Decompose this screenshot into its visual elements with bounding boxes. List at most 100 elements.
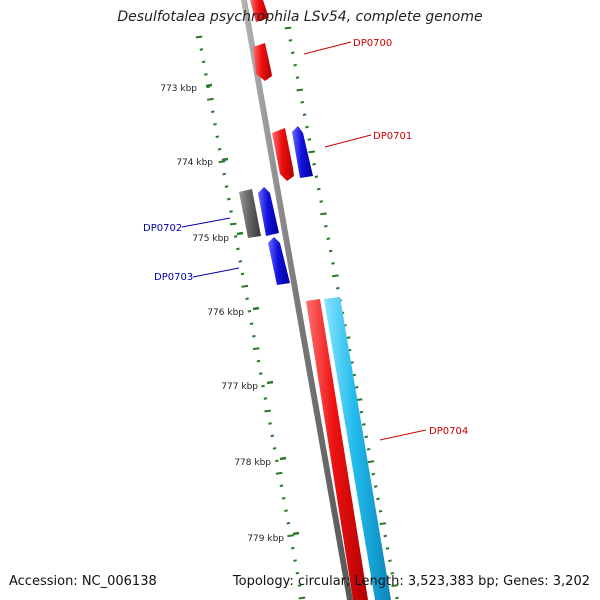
- gc-left-mark: [274, 459, 279, 463]
- gc-right-mark: [391, 584, 398, 587]
- genome-summary-text: Topology: circular; Length: 3,523,383 bp…: [232, 574, 590, 589]
- leader-DP0701: [324, 134, 372, 148]
- gene-DP0700[interactable]: [253, 43, 272, 81]
- gc-right-mark: [366, 447, 371, 451]
- gc-right-mark: [305, 125, 309, 129]
- tick-label-774: 774 kbp: [176, 158, 213, 168]
- gene-reverse-unlabeled[interactable]: [292, 126, 313, 178]
- gc-right-mark: [324, 224, 328, 228]
- gc-right-mark: [328, 249, 333, 253]
- tick-label-776: 776 kbp: [207, 308, 244, 318]
- gc-right-mark: [302, 113, 307, 117]
- gc-right-mark: [293, 63, 297, 67]
- gc-right-mark: [307, 138, 312, 141]
- tick-mark-774: [221, 157, 229, 162]
- tick-mark-777: [266, 380, 274, 385]
- tick-mark-775: [236, 231, 244, 236]
- gc-left-mark: [252, 334, 256, 338]
- label-DP0701[interactable]: DP0701: [373, 131, 412, 142]
- gene-DP0702[interactable]: [258, 187, 279, 236]
- gene-DP0703[interactable]: [268, 237, 290, 285]
- gc-left-mark: [249, 322, 254, 326]
- gc-left-mark: [240, 272, 245, 276]
- gc-left-mark: [275, 471, 283, 475]
- gc-left-mark: [229, 222, 237, 226]
- gc-right-mark: [296, 88, 304, 92]
- label-DP0703[interactable]: DP0703: [154, 272, 193, 283]
- gc-right-mark: [312, 162, 316, 166]
- gc-left-mark: [295, 571, 300, 575]
- gc-left-mark: [293, 559, 297, 562]
- gc-right-mark: [379, 522, 387, 526]
- gc-right-mark: [376, 497, 380, 501]
- tick-mark-776: [252, 306, 260, 311]
- gc-left-mark: [287, 534, 294, 538]
- label-DP0702[interactable]: DP0702: [143, 223, 182, 234]
- label-DP0704[interactable]: DP0704: [429, 426, 468, 437]
- gc-right-mark: [361, 423, 366, 426]
- gc-right-mark: [314, 175, 319, 179]
- gc-left-mark: [286, 521, 291, 525]
- tick-label-778: 778 kbp: [234, 458, 271, 468]
- gene-partial-top[interactable]: [250, 0, 269, 22]
- gc-left-mark: [233, 235, 238, 238]
- gc-right-mark: [308, 150, 316, 154]
- gc-left-mark: [207, 97, 214, 101]
- gene-DP0704[interactable]: [306, 299, 368, 600]
- gc-left-mark: [217, 147, 222, 151]
- gc-left-mark: [224, 185, 229, 188]
- gc-left-mark: [201, 60, 206, 64]
- gc-left-mark: [284, 509, 288, 513]
- leader-DP0700: [303, 41, 352, 55]
- gc-left-mark: [226, 197, 231, 201]
- map-title: Desulfotalea psychrophila LSv54, complet…: [117, 9, 483, 25]
- tick-label-777: 777 kbp: [221, 382, 258, 392]
- gc-left-mark: [298, 596, 306, 600]
- tick-mark-778: [279, 456, 287, 461]
- leader-DP0703: [192, 267, 240, 278]
- gc-left-mark: [247, 309, 252, 313]
- tick-label-775: 775 kbp: [192, 234, 229, 244]
- gc-right-mark: [390, 571, 395, 575]
- gc-right-mark: [331, 262, 335, 265]
- gc-right-mark: [383, 534, 388, 538]
- gc-left-mark: [238, 260, 243, 263]
- gc-left-mark: [279, 484, 284, 488]
- gc-right-mark: [367, 460, 375, 464]
- gc-right-mark: [395, 596, 399, 600]
- gc-right-mark: [373, 485, 378, 488]
- gc-left-mark: [195, 35, 203, 39]
- gc-right-mark: [359, 410, 364, 414]
- gc-left-mark: [199, 48, 204, 51]
- gc-left-mark: [241, 284, 249, 288]
- accession-text: Accession: NC_006138: [9, 574, 157, 589]
- gc-left-mark: [261, 384, 265, 388]
- gc-left-mark: [222, 172, 227, 176]
- tick-label-779: 779 kbp: [247, 534, 284, 544]
- gc-left-mark: [290, 546, 295, 550]
- gc-left-mark: [229, 210, 233, 213]
- feature-cyan[interactable]: [324, 297, 391, 600]
- gc-right-mark: [319, 200, 324, 203]
- gc-left-mark: [252, 347, 260, 351]
- gc-left-mark: [268, 422, 272, 425]
- kbp-tick-labels: 773 kbp 774 kbp 775 kbp 776 kbp 777 kbp 778 k…: [160, 83, 300, 544]
- gene-other-grey[interactable]: [239, 189, 261, 238]
- leader-DP0704: [379, 429, 427, 441]
- gc-right-mark: [352, 373, 357, 377]
- label-DP0700[interactable]: DP0700: [353, 38, 392, 49]
- gc-right-mark: [364, 435, 369, 439]
- gc-right-mark: [371, 472, 376, 476]
- leader-DP0702: [181, 217, 231, 228]
- tick-mark-773: [205, 83, 213, 88]
- gc-left-mark: [204, 73, 208, 76]
- gc-right-mark: [335, 286, 340, 290]
- tick-label-773: 773 kbp: [160, 84, 197, 94]
- gc-right-mark: [378, 509, 383, 513]
- gc-left-mark: [245, 297, 249, 301]
- gc-right-mark: [300, 100, 305, 104]
- gc-right-mark: [295, 76, 300, 79]
- gc-right-mark: [290, 51, 295, 55]
- gene-DP0701[interactable]: [272, 128, 294, 181]
- gc-left-mark: [215, 135, 220, 139]
